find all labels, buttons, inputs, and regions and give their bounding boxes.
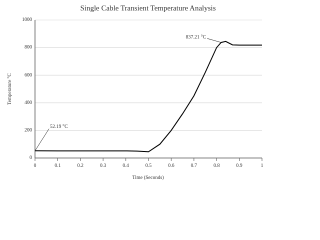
x-tick-label: 0.8 <box>213 164 220 169</box>
x-tick-label: 0.1 <box>55 164 62 169</box>
x-tick-label: 1 <box>261 164 264 169</box>
y-tick-label: 400 <box>25 101 33 106</box>
x-tick-label: 0.9 <box>236 164 243 169</box>
y-tick-label: 600 <box>25 73 33 78</box>
x-tick-label: 0.3 <box>100 164 107 169</box>
x-tick-label: 0.6 <box>168 164 175 169</box>
x-tick-label: 0.7 <box>191 164 198 169</box>
annotation-leader <box>207 38 222 43</box>
annotation: 52.19 °C <box>50 125 68 130</box>
line <box>34 40 262 153</box>
chart: Single Cable Transient Temperature Analy… <box>8 4 264 181</box>
x-tick-label: 0 <box>34 164 37 169</box>
x-tick-label: 0.4 <box>123 164 130 169</box>
y-tick-label: 800 <box>25 46 33 51</box>
x-axis-label: Time (Seconds) <box>132 176 164 181</box>
y-tick-label: 0 <box>30 156 33 161</box>
annotation-leader <box>34 128 50 151</box>
y-tick-label: 1000 <box>22 18 33 23</box>
x-tick-label: 0.5 <box>145 164 152 169</box>
y-axis-label: Temperature °C <box>8 72 13 104</box>
x-tick-label: 0.2 <box>77 164 84 169</box>
chart-title: Single Cable Transient Temperature Analy… <box>80 4 216 13</box>
annotation: 837.21 °C <box>186 36 207 41</box>
y-tick-label: 200 <box>25 129 33 134</box>
